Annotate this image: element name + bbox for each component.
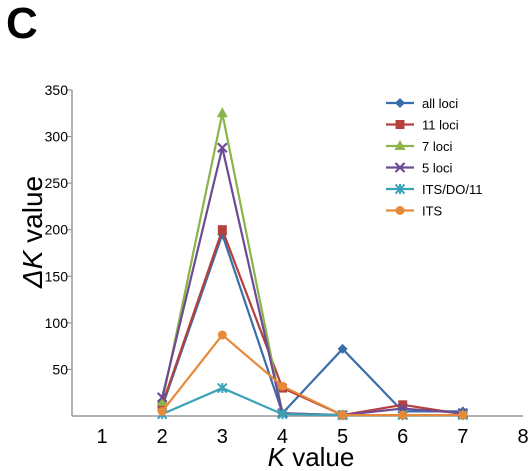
legend-entry: 5 loci — [386, 161, 452, 176]
legend: all loci 11 loci 7 loci 5 loci ITS/DO/11 ITS — [386, 96, 482, 219]
data-point — [398, 400, 408, 410]
series-line — [161, 112, 463, 417]
data-point — [216, 107, 228, 118]
y-tick-label: 200 — [45, 222, 69, 238]
data-point — [337, 343, 348, 354]
x-tick-label: 8 — [517, 426, 528, 448]
legend-label: 7 loci — [422, 139, 452, 154]
x-tick-label: 3 — [217, 426, 228, 448]
series-11-loci — [157, 225, 468, 420]
legend-swatch-marker — [395, 120, 405, 129]
y-tick-label: 350 — [45, 82, 69, 98]
data-point — [217, 382, 228, 394]
series-7-loci — [156, 107, 469, 420]
data-point — [217, 225, 227, 235]
y-axis-symbol: ΔK — [17, 249, 48, 289]
x-tick-label: 6 — [397, 426, 408, 448]
series-its — [157, 330, 468, 420]
series-line — [161, 233, 463, 415]
legend-entry: all loci — [386, 96, 458, 111]
x-tick-label: 2 — [157, 426, 168, 448]
data-point — [338, 410, 348, 420]
y-tick-label: 50 — [52, 361, 68, 377]
x-tick-label: 1 — [97, 426, 108, 448]
data-point — [458, 410, 468, 420]
data-point — [277, 381, 287, 391]
data-point — [217, 330, 227, 340]
legend-label: ITS/DO/11 — [422, 182, 482, 197]
x-tick-label: 4 — [277, 426, 288, 448]
legend-entry: 11 loci — [386, 118, 459, 133]
legend-label: 5 loci — [422, 161, 452, 176]
x-axis-text: value — [285, 442, 354, 471]
data-point — [217, 142, 228, 154]
legend-entry: ITS/DO/11 — [386, 182, 482, 197]
legend-swatch-marker — [394, 162, 406, 173]
legend-swatch-marker — [395, 206, 405, 215]
legend-label: 11 loci — [422, 118, 459, 133]
legend-label: ITS — [422, 204, 443, 219]
data-point — [156, 392, 168, 403]
legend-entry: ITS — [386, 204, 443, 219]
data-point — [398, 410, 408, 420]
y-tick-label: 250 — [45, 175, 69, 191]
x-tick-label: 5 — [337, 426, 348, 448]
y-tick-label: 100 — [45, 315, 69, 331]
y-axis-text: value — [17, 176, 48, 251]
y-axis-title: ΔK value — [17, 176, 48, 289]
data-point — [157, 406, 167, 416]
y-tick-label: 300 — [45, 129, 69, 145]
series-line — [161, 333, 463, 417]
series-line — [161, 228, 464, 417]
data-point — [156, 396, 168, 407]
x-tick-label: 7 — [457, 426, 468, 448]
series-layer — [156, 107, 469, 421]
data-point — [277, 408, 288, 420]
panel-label: C — [6, 0, 38, 48]
legend-label: all loci — [422, 96, 458, 111]
legend-swatch-marker — [395, 98, 405, 108]
series-all-loci — [157, 229, 468, 419]
x-axis-title: K value — [268, 442, 355, 471]
y-tick-label: 150 — [45, 268, 69, 284]
legend-swatch-marker — [394, 140, 406, 150]
axes: 50 100 150 200 250 300 350 1 2 3 4 5 6 7 8 — [45, 82, 529, 448]
legend-entry: 7 loci — [386, 139, 452, 154]
legend-swatch-marker — [394, 183, 406, 195]
x-axis-symbol: K — [268, 442, 287, 471]
